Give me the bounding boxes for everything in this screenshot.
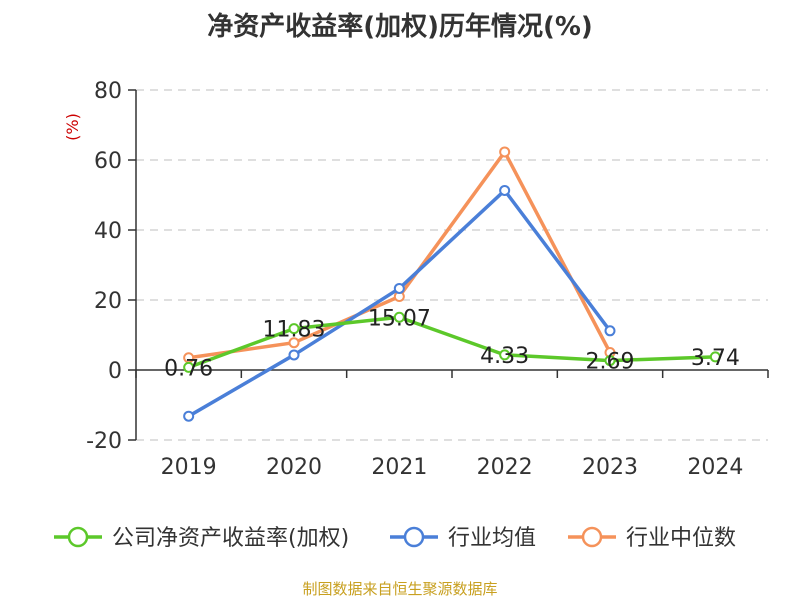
legend-marker-1 <box>403 526 425 548</box>
legend-item-1[interactable]: 行业均值 <box>390 526 536 551</box>
legend-item-2[interactable]: 行业中位数 <box>568 526 736 551</box>
data-label-2019: 0.76 <box>164 356 213 381</box>
y-tick-label--20: -20 <box>86 429 122 454</box>
data-label-2020: 11.83 <box>263 318 326 343</box>
y-tick-label-60: 60 <box>94 149 122 174</box>
data-point-2-2022 <box>499 146 511 158</box>
y-tick-label-20: 20 <box>94 289 122 314</box>
legend-label-2: 行业中位数 <box>626 526 736 551</box>
data-label-2024: 3.74 <box>691 346 740 371</box>
legend-marker-2 <box>581 526 603 548</box>
chart-title: 净资产收益率(加权)历年情况(%) <box>207 12 593 42</box>
data-point-0-2024 <box>709 351 721 363</box>
data-label-2023: 2.69 <box>586 350 635 375</box>
y-tick-label-0: 0 <box>108 359 122 384</box>
data-point-1-2019 <box>183 410 195 422</box>
data-point-0-2022 <box>499 349 511 361</box>
legend-label-1: 行业均值 <box>448 526 536 551</box>
grid-layer <box>136 89 768 441</box>
legend[interactable]: 公司净资产收益率(加权) 行业均值 行业中位数 <box>54 526 736 551</box>
data-point-1-2023 <box>604 325 616 337</box>
y-tick-label-80: 80 <box>94 79 122 104</box>
data-point-2-2020 <box>288 337 300 349</box>
data-point-0-2021 <box>393 311 405 323</box>
x-tick-label-2023: 2023 <box>582 455 638 480</box>
x-tick-label-2019: 2019 <box>161 455 217 480</box>
data-point-0-2023 <box>604 355 616 367</box>
source-note: 制图数据来自恒生聚源数据库 <box>302 580 498 598</box>
data-label-2021: 15.07 <box>368 306 431 331</box>
series-line-0 <box>186 315 718 370</box>
x-tick-label-2022: 2022 <box>477 455 533 480</box>
series-line-1 <box>186 188 612 418</box>
legend-item-0[interactable]: 公司净资产收益率(加权) <box>54 526 349 551</box>
data-point-1-2022 <box>499 184 511 196</box>
x-tick-label-2021: 2021 <box>371 455 427 480</box>
data-point-1-2021 <box>393 282 405 294</box>
legend-label-0: 公司净资产收益率(加权) <box>112 526 349 551</box>
y-axis-title: (%) <box>63 113 82 141</box>
y-tick-label-40: 40 <box>94 219 122 244</box>
series-layer <box>183 146 721 422</box>
x-tick-label-2020: 2020 <box>266 455 322 480</box>
data-point-0-2019 <box>183 361 195 373</box>
data-label-2022: 4.33 <box>480 344 529 369</box>
x-tick-label-2024: 2024 <box>687 455 743 480</box>
legend-marker-0 <box>67 526 89 548</box>
data-point-0-2020 <box>288 323 300 335</box>
data-label-layer: 0.76 11.83 15.07 4.33 2.69 3.74 <box>164 306 740 381</box>
data-point-1-2020 <box>288 349 300 361</box>
axis-layer: 80 60 40 20 0 -20 2019 2020 2021 2022 2023 2024 <box>86 79 769 480</box>
